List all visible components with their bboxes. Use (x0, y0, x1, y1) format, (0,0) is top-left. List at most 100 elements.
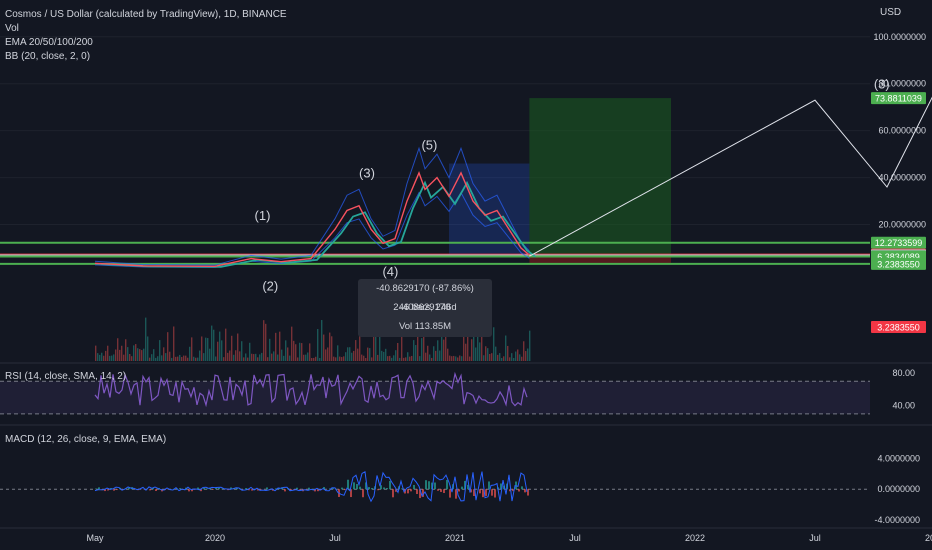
volume-bar (411, 355, 413, 361)
macd-histogram-bar (461, 486, 463, 490)
volume-bar (283, 355, 285, 361)
volume-bar (341, 357, 343, 361)
volume-bar (339, 356, 341, 361)
volume-bar (481, 326, 483, 361)
volume-bar (475, 347, 477, 361)
volume-bar (267, 357, 269, 361)
volume-bar (115, 349, 117, 361)
measure-volume: Vol 113.85M (398, 321, 452, 332)
macd-histogram-bar (428, 481, 430, 490)
volume-bar (403, 357, 405, 361)
volume-bar (461, 356, 463, 361)
macd-histogram-bar (455, 489, 457, 499)
volume-bar (221, 340, 223, 361)
macd-histogram-bar (353, 482, 355, 490)
volume-bar (281, 349, 283, 361)
volume-bar (285, 340, 287, 361)
wave-label: (4) (382, 264, 398, 279)
volume-bar (497, 354, 499, 361)
volume-bar (397, 342, 399, 361)
macd-histogram-bar (260, 489, 262, 490)
x-tick-label: 2023 (925, 533, 932, 543)
volume-bar (223, 357, 225, 361)
volume-bar (195, 357, 197, 361)
macd-tick: 4.0000000 (877, 453, 920, 463)
volume-bar (275, 332, 277, 361)
macd-histogram-bar (407, 489, 409, 494)
volume-bar (489, 354, 491, 361)
volume-bar (133, 345, 135, 361)
bollinger-upper (94, 146, 530, 266)
volume-bar (311, 357, 313, 361)
volume-bar (415, 345, 417, 361)
volume-bar (445, 322, 447, 361)
rsi-tick: 80.00 (892, 368, 915, 378)
macd-histogram-bar (485, 489, 487, 496)
macd-histogram-bar (386, 488, 388, 490)
volume-bar (261, 352, 263, 361)
wave-label: (3) (874, 76, 890, 91)
volume-bar (517, 349, 519, 361)
volume-bar (343, 356, 345, 361)
x-tick-label: 2021 (445, 533, 465, 543)
volume-bar (469, 356, 471, 361)
volume-bar (487, 348, 489, 361)
volume-bar (215, 356, 217, 361)
volume-bar (125, 339, 127, 361)
volume-bar (357, 348, 359, 361)
volume-bar (257, 357, 259, 361)
volume-bar (117, 338, 119, 361)
volume-bar (105, 350, 107, 361)
volume-bar (317, 329, 319, 361)
volume-bar (137, 348, 139, 361)
volume-bar (189, 346, 191, 361)
macd-histogram-bar (128, 487, 130, 490)
volume-bar (379, 329, 381, 361)
volume-bar (513, 357, 515, 361)
macd-histogram-bar (518, 489, 520, 492)
indicator-bb[interactable]: BB (20, close, 2, 0) (5, 51, 91, 62)
macd-histogram-bar (425, 480, 427, 490)
y-tick-label: 80.0000000 (878, 79, 926, 89)
volume-bar (335, 357, 337, 361)
volume-bar (439, 350, 441, 361)
volume-bar (353, 350, 355, 361)
macd-histogram-bar (356, 484, 358, 490)
volume-bar (313, 357, 315, 361)
indicator-ema[interactable]: EMA 20/50/100/200 (5, 37, 93, 48)
macd-histogram-bar (344, 489, 346, 491)
volume-bar (373, 333, 375, 361)
macd-histogram-bar (347, 479, 349, 490)
indicator-vol[interactable]: Vol (5, 23, 19, 34)
volume-bar (233, 354, 235, 361)
macd-histogram-bar (521, 486, 523, 490)
volume-bar (187, 357, 189, 361)
macd-histogram-bar (230, 487, 232, 490)
macd-histogram-bar (413, 484, 415, 490)
macd-histogram-bar (314, 489, 316, 492)
macd-histogram-bar (197, 487, 199, 490)
rsi-title[interactable]: RSI (14, close, SMA, 14, 2) (5, 371, 127, 382)
macd-histogram-bar (299, 489, 301, 490)
volume-bar (479, 342, 481, 361)
volume-bar (323, 334, 325, 361)
macd-title[interactable]: MACD (12, 26, close, 9, EMA, EMA) (5, 434, 167, 445)
volume-bar (231, 335, 233, 361)
volume-bar (123, 354, 125, 361)
volume-bar (291, 326, 293, 361)
volume-bar (451, 356, 453, 361)
volume-bar (265, 323, 267, 361)
volume-bar (205, 337, 207, 361)
measure-tooltip: -40.8629170 (-87.86%) -408629170 246 bar… (358, 279, 492, 337)
volume-bar (97, 353, 99, 361)
volume-bar (519, 354, 521, 361)
macd-histogram-bar (458, 489, 460, 492)
macd-histogram-bar (395, 489, 397, 492)
macd-histogram-bar (419, 489, 421, 499)
macd-histogram-bar (449, 489, 451, 498)
volume-bar (321, 320, 323, 361)
volume-bar (109, 355, 111, 361)
volume-bar (251, 353, 253, 361)
volume-bar (417, 336, 419, 361)
